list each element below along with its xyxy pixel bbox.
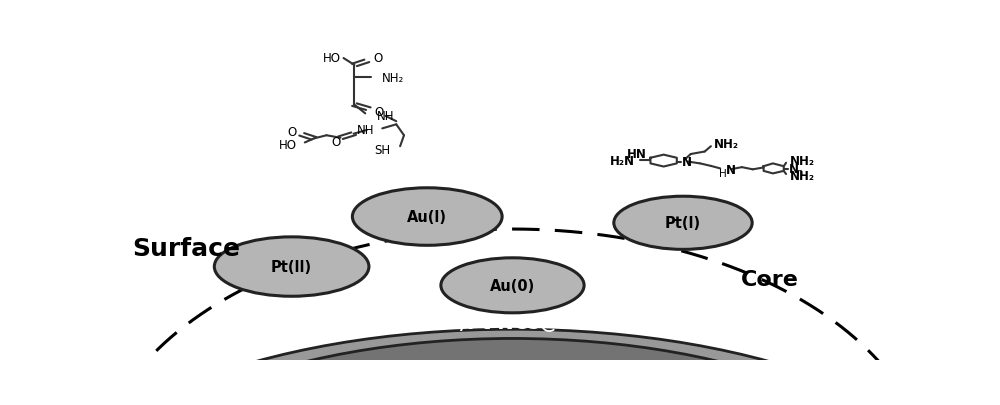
Text: Pt(l): Pt(l)	[665, 216, 701, 231]
Text: O: O	[375, 105, 384, 118]
Text: O: O	[373, 52, 382, 65]
Text: n: n	[796, 167, 802, 177]
Text: Au(l): Au(l)	[407, 209, 447, 224]
Text: N: N	[681, 156, 691, 168]
Text: NH₂: NH₂	[790, 170, 815, 183]
Text: Pt(ll): Pt(ll)	[271, 260, 312, 274]
Text: NH: NH	[357, 124, 375, 137]
Ellipse shape	[48, 329, 977, 405]
Text: H₂N: H₂N	[610, 154, 635, 167]
Ellipse shape	[352, 188, 502, 246]
Text: NH₂: NH₂	[790, 155, 815, 168]
Ellipse shape	[86, 339, 939, 405]
Text: NH: NH	[377, 110, 394, 123]
Text: H: H	[719, 168, 726, 178]
Ellipse shape	[214, 237, 369, 296]
Text: SH: SH	[375, 143, 391, 156]
Ellipse shape	[614, 197, 752, 250]
Text: Au/Pt NCs@PEI: Au/Pt NCs@PEI	[431, 313, 594, 333]
Ellipse shape	[441, 258, 584, 313]
Text: Core: Core	[741, 269, 799, 289]
Text: N: N	[726, 164, 736, 177]
Text: O: O	[331, 136, 340, 149]
Text: NH₂: NH₂	[714, 137, 739, 150]
Text: Au(0): Au(0)	[490, 278, 535, 293]
Text: HO: HO	[322, 51, 340, 64]
Text: N: N	[788, 163, 798, 176]
Text: HO: HO	[279, 139, 297, 152]
Text: HN: HN	[627, 147, 647, 160]
Text: NH₂: NH₂	[382, 72, 405, 85]
Text: Surface: Surface	[133, 236, 241, 260]
Text: O: O	[287, 126, 296, 139]
